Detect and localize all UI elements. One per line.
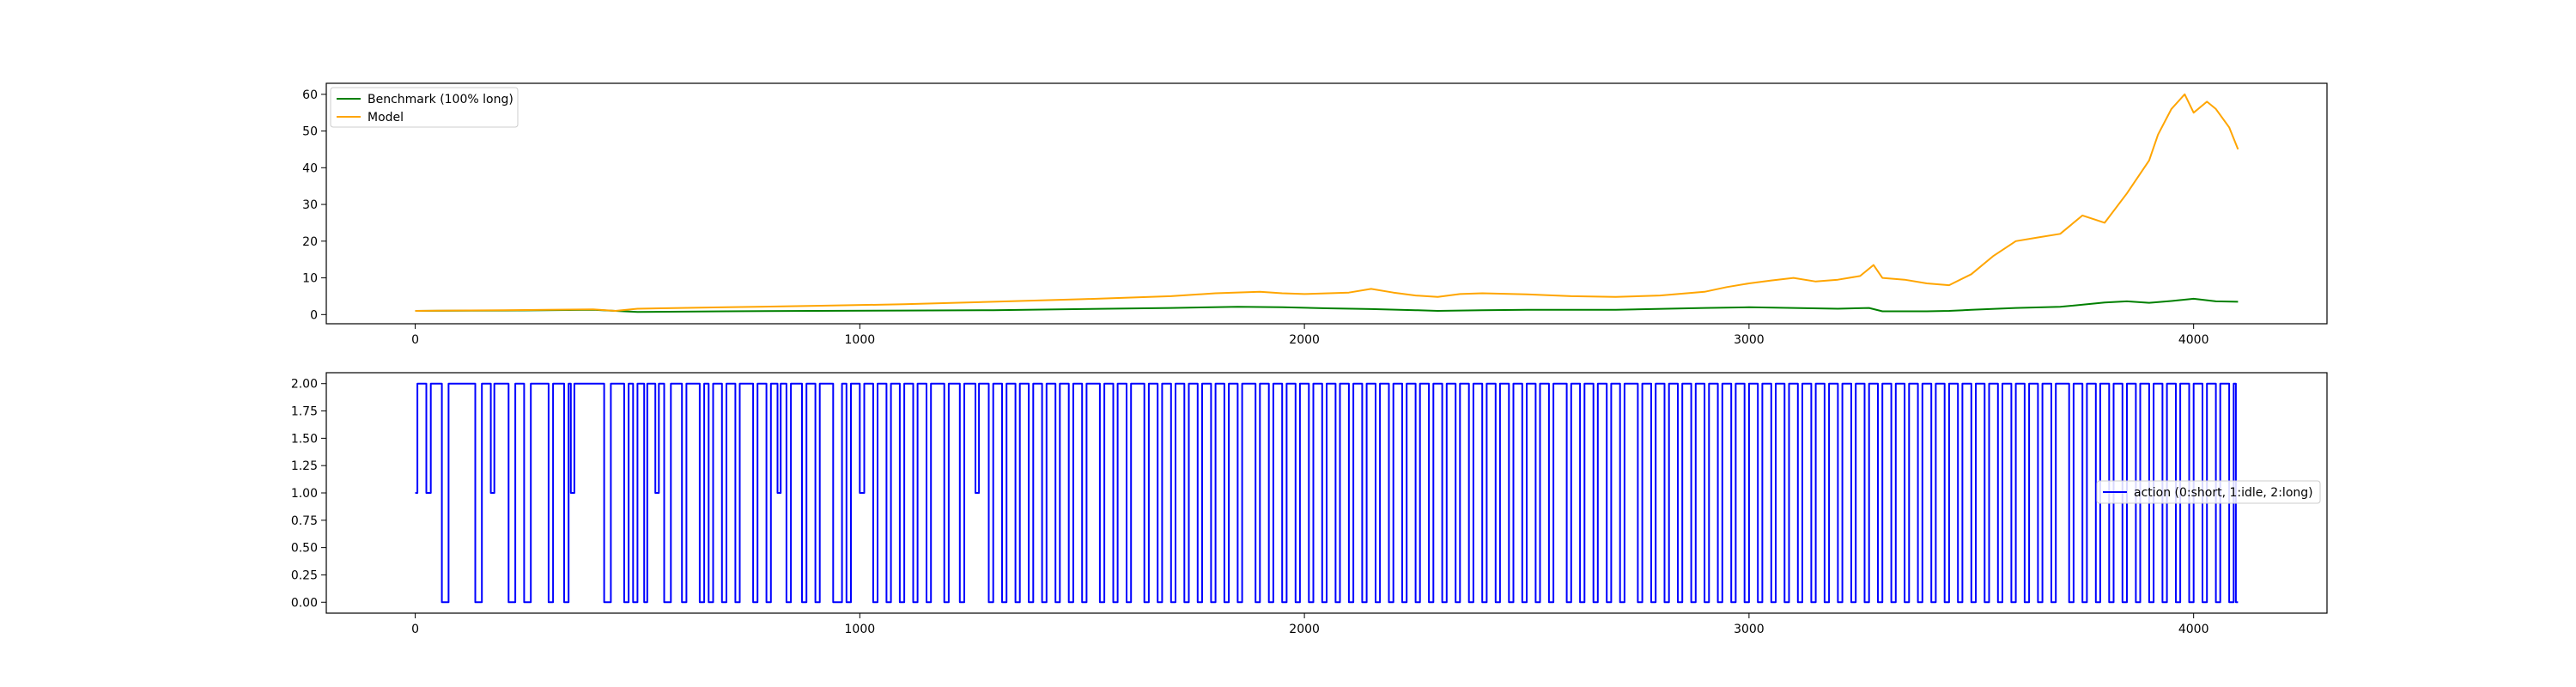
- equity-ytick-label: 60: [302, 88, 318, 102]
- action-y-axis: 0.00 0.25 0.50 0.75 1.00 1.25 1.50 1.75 2.00: [291, 378, 326, 610]
- action-xtick-label: 1000: [845, 623, 876, 636]
- equity-ytick-label: 30: [302, 198, 318, 212]
- equity-ytick-label: 10: [302, 272, 318, 286]
- action-ytick-label: 1.00: [291, 487, 318, 501]
- action-xtick-label: 4000: [2178, 623, 2209, 636]
- action-ytick-label: 1.50: [291, 432, 318, 446]
- equity-xtick-label: 4000: [2178, 333, 2209, 347]
- equity-plot-frame: [325, 82, 2328, 325]
- action-ytick-label: 2.00: [291, 378, 318, 392]
- equity-series-benchmark-100-long: [415, 297, 2239, 313]
- equity-xtick-label: 1000: [845, 333, 876, 347]
- equity-xtick-label: 0: [411, 333, 419, 347]
- action-ytick-label: 0.25: [291, 568, 318, 582]
- action-legend-box: [2096, 480, 2321, 504]
- action-ytick-label: 0.00: [291, 596, 318, 610]
- equity-series-model: [415, 93, 2239, 312]
- equity-x-axis: 0 1000 2000 3000 4000: [411, 324, 2208, 347]
- action-series-action-0-short-1-idle-2-long: [415, 382, 2239, 604]
- action-ytick-label: 1.75: [291, 405, 318, 419]
- equity-ytick-label: 40: [302, 161, 318, 175]
- legend-label-action: action (0:short, 1:idle, 2:long): [2134, 486, 2313, 500]
- action-lines: [415, 382, 2239, 604]
- action-xtick-label: 0: [411, 623, 419, 636]
- equity-legend: Benchmark (100% long) Model: [330, 87, 519, 128]
- action-ytick-label: 1.25: [291, 459, 318, 473]
- legend-label-model: Model: [368, 111, 404, 125]
- action-ytick-label: 0.75: [291, 514, 318, 528]
- action-x-axis: 0 1000 2000 3000 4000: [411, 613, 2208, 636]
- equity-y-axis: 0 10 20 30 40 50 60: [302, 88, 326, 322]
- equity-ytick-label: 50: [302, 125, 318, 139]
- equity-ytick-label: 20: [302, 235, 318, 249]
- action-xtick-label: 3000: [1734, 623, 1765, 636]
- action-ytick-label: 0.50: [291, 542, 318, 556]
- action-xtick-label: 2000: [1289, 623, 1320, 636]
- equity-legend-box: [330, 87, 519, 128]
- legend-label-benchmark: Benchmark (100% long): [368, 93, 513, 106]
- equity-xtick-label: 3000: [1734, 333, 1765, 347]
- equity-xtick-label: 2000: [1289, 333, 1320, 347]
- equity-lines: [415, 93, 2239, 313]
- equity-ytick-label: 0: [310, 308, 318, 322]
- action-legend: action (0:short, 1:idle, 2:long): [2096, 480, 2321, 504]
- action-chart: 0.00 0.25 0.50 0.75 1.00 1.25 1.50 1.75 2.00 0 10…: [291, 372, 2328, 636]
- equity-chart: 0 10 20 30 40 50 60 0 1000 2000 3000 4000 Benchmar…: [302, 82, 2328, 347]
